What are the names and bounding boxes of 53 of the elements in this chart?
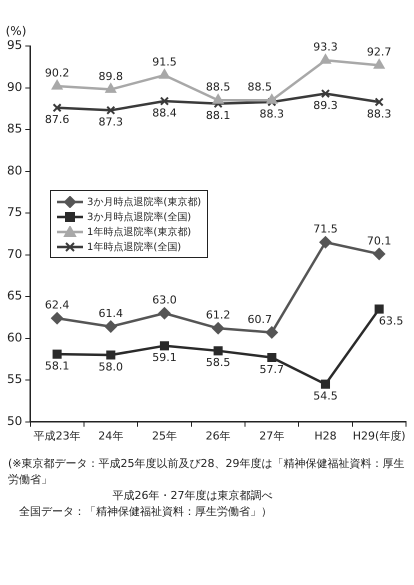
data-label: 62.4 [44,298,70,312]
data-label: 88.5 [206,80,230,94]
data-label: 91.5 [152,56,177,69]
data-label: 71.5 [313,222,338,236]
data-label: 89.8 [98,70,124,83]
y-tick-label: 80 [6,163,22,178]
data-label: 90.2 [44,66,70,80]
x-tick-label: H28 [314,429,337,442]
x-tick-label: 24年 [98,429,124,442]
data-label: 87.3 [98,116,124,129]
text: (※東京都データ：平成25年度以前及び28、29年度は「精神保健福祉資料：厚生労働省」 [8,456,406,488]
text: 全国データ：「精神保健福祉資料：厚生労働省」） [18,504,273,520]
data-label: 89.3 [313,98,338,112]
data-label: 88.1 [206,108,230,122]
y-tick-label: 90 [6,80,22,94]
y-tick-label: 65 [6,288,22,303]
data-label: 60.7 [248,312,272,326]
y-tick-label: 50 [6,414,22,428]
legend-label: 3か月時点退院率(東京都) [87,196,202,208]
y-tick-label: 75 [6,205,22,220]
y-tick-label: 70 [6,246,22,261]
data-label: 93.3 [313,40,338,54]
data-label: 57.7 [260,362,284,376]
data-label: 63.0 [152,294,177,307]
data-label: 87.6 [44,113,70,126]
data-label: 88.3 [260,107,284,120]
data-label: 58.5 [206,356,230,370]
x-tick-label: H29(年度) [352,429,406,442]
y-tick-label: 95 [6,38,22,52]
y-tick-label: 85 [6,122,22,136]
y-axis-title: (%) [6,24,26,38]
x-tick-label: 26年 [206,429,231,442]
data-label: 92.7 [366,46,392,59]
data-label: 63.5 [378,314,404,328]
data-label: 88.3 [366,107,392,120]
y-tick-label: 55 [6,372,22,386]
legend-label: 3か月時点退院率(全国) [87,210,192,224]
data-label: 58.0 [98,360,124,374]
text: 平成26年・27年度は東京都調べ [112,488,274,504]
y-tick-label: 60 [6,330,22,344]
x-tick-label: 平成23年 [34,429,81,442]
data-label: 54.5 [313,390,338,403]
data-label: 61.2 [206,308,230,322]
legend-label: 1年時点退院率(東京都) [87,226,192,238]
x-tick-label: 27年 [259,429,284,442]
data-label: 61.4 [98,306,124,320]
data-label: 88.5 [248,80,272,94]
data-label: 70.1 [366,234,392,248]
data-label: 59.1 [152,351,177,364]
legend-label: 1年時点退院率(全国) [87,240,182,254]
data-label: 58.1 [44,360,70,373]
x-tick-label: 25年 [152,429,177,442]
data-label: 88.4 [152,106,177,120]
